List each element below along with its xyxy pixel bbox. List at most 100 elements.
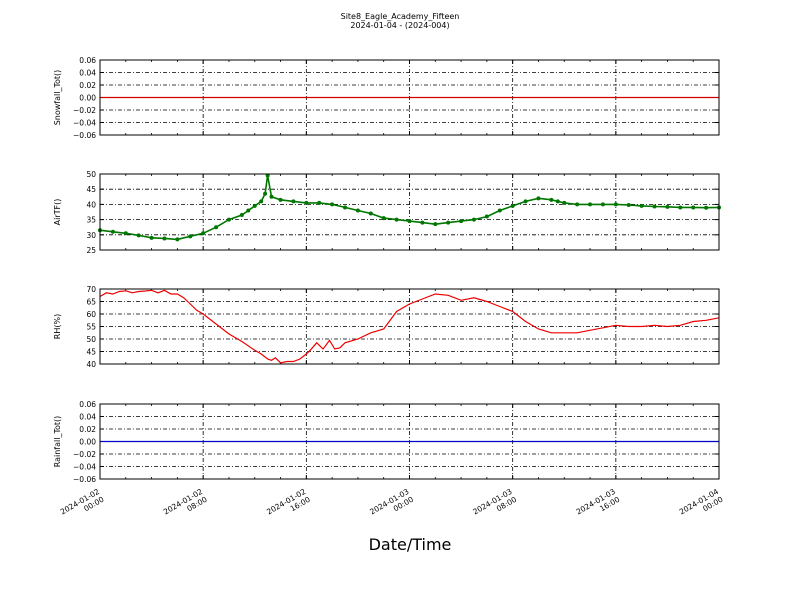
data-point [265,173,270,178]
y-tick-label: 0.02 [79,81,96,90]
data-point [263,191,268,196]
panel-frame [99,59,720,136]
panel-4: 0.06 0.04 0.02 0.00 −0.02 −0.04 −0.06 Rainfall_… [53,400,720,484]
panel-frame [99,288,720,365]
y-tick-label: −0.04 [73,119,96,128]
x-axis-label: Date/Time [369,535,452,554]
y-tick-label: −0.04 [73,463,96,472]
data-point [665,204,670,209]
data-point [355,208,360,213]
chart-subtitle: 2024-01-04 - (2024-004) [350,21,450,30]
y-tick-label: 45 [86,348,96,357]
data-point [678,205,683,210]
y-tick-label: −0.02 [73,450,96,459]
data-point [510,203,515,208]
x-tick-label: 2024-01-0300:00 [368,487,415,524]
y-tick-label: 50 [86,335,96,344]
data-point [201,231,206,236]
data-point [446,220,451,225]
panel-frame [99,403,720,480]
chart-title: Site8_Eagle_Academy_Fifteen [340,12,460,21]
y-tick-label: −0.06 [73,475,96,484]
panel-1: 0.06 0.04 0.02 0.00 −0.02 −0.04 −0.06 Snowfall_… [53,56,720,140]
x-tick-label: 2024-01-0208:00 [162,487,209,524]
y-axis-label: Snowfall_Tot() [53,70,62,126]
data-point [381,216,386,221]
x-tick-label: 2024-01-0200:00 [59,487,106,524]
y-tick-label: 0.02 [79,425,96,434]
x-tick-label: 2024-01-0400:00 [678,487,725,524]
data-point [420,220,425,225]
panel-3: 70 65 60 55 50 45 40 RH(%) [53,285,720,369]
data-point [639,203,644,208]
data-point [484,214,489,219]
data-point [246,208,251,213]
y-tick-label: 45 [86,185,96,194]
y-tick-label: 0.06 [79,400,96,409]
data-point [523,199,528,204]
data-point [549,197,554,202]
y-tick-label: 55 [86,323,96,332]
data-point [330,202,335,207]
y-tick-label: 0.00 [79,94,96,103]
y-tick-label: 40 [86,200,96,209]
data-point [459,219,464,224]
data-point [626,203,631,208]
data-point [226,217,231,222]
data-point [588,202,593,207]
x-tick-label: 2024-01-0216:00 [265,487,312,524]
data-point [555,199,560,204]
data-point [162,236,167,241]
data-point [536,196,541,201]
data-point [471,217,476,222]
y-tick-label: 30 [86,231,96,240]
data-point [652,204,657,209]
y-axis-label: Rainfall_Tot() [53,416,62,468]
y-tick-label: 25 [86,246,96,255]
data-point [704,205,709,210]
data-point [188,234,193,239]
data-point [613,202,618,207]
y-tick-label: −0.06 [73,131,96,140]
y-tick-label: 60 [86,310,96,319]
data-point [291,199,296,204]
data-point [136,233,141,238]
data-point [691,205,696,210]
data-point [562,200,567,205]
data-point [278,197,283,202]
data-point [317,200,322,205]
data-point [239,213,244,218]
data-point [497,208,502,213]
data-point [175,237,180,242]
data-point [343,205,348,210]
panel-frame [99,173,720,251]
data-point [149,235,154,240]
series-line [99,175,720,241]
data-point [269,194,274,199]
y-tick-label: 40 [86,360,96,369]
y-tick-label: 0.00 [79,438,96,447]
x-tick-label: 2024-01-0308:00 [471,487,518,524]
y-tick-label: 0.04 [79,69,96,78]
y-tick-label: 35 [86,216,96,225]
data-point [575,202,580,207]
y-tick-label: 0.06 [79,56,96,65]
y-tick-label: 0.04 [79,413,96,422]
data-point [407,219,412,224]
data-point [259,199,264,204]
series-line [99,289,720,364]
y-tick-label: 70 [86,285,96,294]
data-point [600,202,605,207]
data-point [123,231,128,236]
data-point [214,225,219,230]
y-axis-label: RH(%) [53,314,62,339]
x-tick-label: 2024-01-0316:00 [575,487,622,524]
y-axis-label: AirTF() [53,199,62,226]
data-point [394,217,399,222]
data-point [252,203,257,208]
y-tick-label: −0.02 [73,106,96,115]
y-tick-label: 50 [86,170,96,179]
data-point [433,222,438,227]
y-tick-label: 65 [86,298,96,307]
